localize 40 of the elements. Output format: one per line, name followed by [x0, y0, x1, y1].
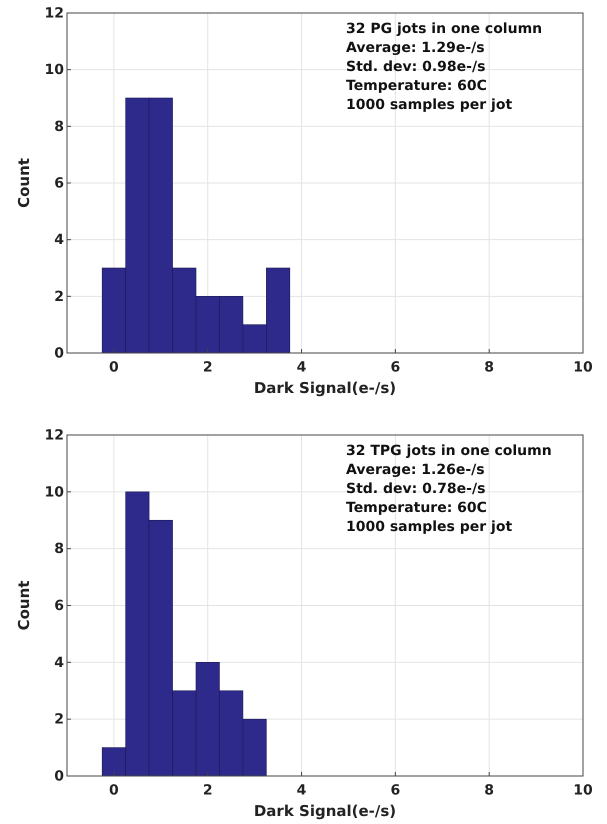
y-tick-label: 0 — [54, 345, 64, 362]
y-tick-label: 12 — [44, 5, 64, 22]
y-tick-label: 2 — [54, 288, 64, 305]
x-tick-label: 10 — [573, 782, 593, 798]
x-tick-label: 6 — [390, 782, 400, 798]
annotation: Temperature: 60C — [346, 78, 487, 94]
y-tick-label: 10 — [44, 484, 64, 500]
x-tick-label: 2 — [202, 782, 213, 798]
annotation: 32 PG jots in one column — [346, 21, 542, 37]
y-tick-label: 6 — [54, 175, 64, 192]
x-tick-label: 0 — [109, 359, 120, 376]
y-tick-label: 10 — [44, 62, 64, 78]
annotation: Temperature: 60C — [346, 500, 487, 516]
annotation: 1000 samples per jot — [346, 519, 512, 535]
annotation: 32 TPG jots in one column — [346, 443, 552, 459]
x-tick-label: 2 — [202, 359, 213, 376]
y-tick-label: 4 — [54, 654, 64, 671]
annotation: Std. dev: 0.98e-/s — [346, 59, 486, 75]
y-tick-label: 0 — [54, 768, 64, 784]
x-tick-label: 10 — [573, 359, 593, 376]
y-tick-label: 4 — [54, 232, 64, 248]
y-tick-label: 12 — [44, 427, 64, 444]
y-axis-title: Count — [15, 158, 33, 208]
annotation: Std. dev: 0.78e-/s — [346, 481, 486, 497]
x-tick-label: 6 — [390, 359, 400, 376]
x-axis-title: Dark Signal(e-/s) — [254, 802, 396, 820]
annotation: Average: 1.26e-/s — [346, 462, 485, 478]
y-tick-label: 6 — [54, 598, 64, 614]
y-tick-label: 2 — [54, 712, 64, 728]
y-tick-label: 8 — [54, 541, 64, 558]
x-tick-label: 4 — [296, 359, 307, 376]
y-axis-title: Count — [15, 580, 33, 630]
annotation: 1000 samples per jot — [346, 97, 512, 113]
x-axis-title: Dark Signal(e-/s) — [254, 379, 396, 397]
x-tick-label: 8 — [484, 359, 494, 376]
annotation: Average: 1.29e-/s — [346, 40, 485, 56]
y-tick-label: 8 — [54, 118, 64, 135]
x-tick-label: 8 — [484, 782, 494, 798]
x-tick-label: 0 — [109, 782, 120, 798]
x-tick-label: 4 — [296, 782, 307, 798]
